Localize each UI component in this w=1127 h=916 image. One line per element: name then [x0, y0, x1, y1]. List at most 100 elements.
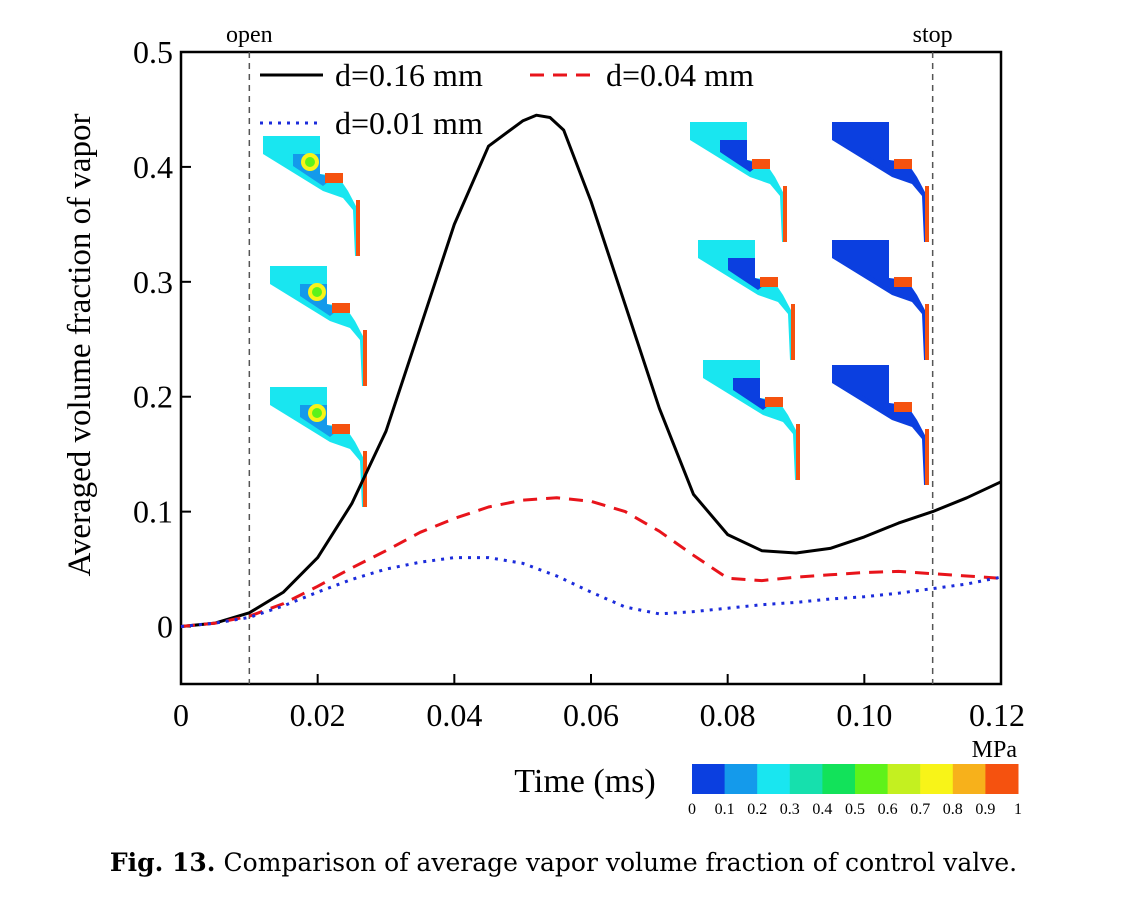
inset-body — [270, 387, 366, 507]
inset-seat — [894, 402, 912, 412]
inset-contour-snapshot — [832, 365, 929, 485]
inset-body — [263, 136, 359, 256]
colorbar-tick-label: 0.8 — [943, 801, 963, 818]
event-markers: open stop — [226, 22, 953, 684]
colorbar-swatch — [789, 764, 823, 794]
event-marker-label: stop — [913, 22, 953, 48]
data-series — [180, 113, 1002, 628]
colorbar-swatch — [887, 764, 921, 794]
inset-seat — [332, 303, 350, 313]
colorbar-tick-label: 0.4 — [812, 801, 832, 818]
inset-contour-snapshot — [832, 122, 929, 242]
inset-hotspot-core — [312, 287, 322, 297]
inset-region — [862, 383, 902, 415]
inset-hotspot-core — [305, 157, 315, 167]
inset-body — [832, 240, 928, 360]
inset-stem — [925, 429, 929, 485]
series-line-2 — [180, 496, 1002, 628]
colorbar-unit: MPa — [972, 737, 1018, 763]
x-tick-label: 0.04 — [426, 697, 482, 733]
inset-contour-snapshot — [832, 240, 929, 360]
inset-seat — [325, 173, 343, 183]
x-tick-label: 0.10 — [836, 697, 892, 733]
inset-body — [690, 122, 786, 242]
legend: d=0.16 mm d=0.04 mm d=0.01 mm — [260, 57, 754, 141]
inset-contour-snapshot — [263, 136, 360, 256]
x-tick-label: 0.12 — [969, 697, 1025, 733]
y-tick-label: 0.5 — [133, 34, 173, 70]
inset-stem — [363, 330, 367, 386]
inset-stem — [925, 304, 929, 360]
y-tick-label: 0.4 — [133, 149, 173, 185]
y-tick-label: 0.2 — [133, 379, 173, 415]
inset-contour-snapshot — [698, 240, 795, 360]
inset-stem — [791, 304, 795, 360]
inset-contour-snapshot — [690, 122, 787, 242]
inset-seat — [765, 397, 783, 407]
inset-seat — [332, 424, 350, 434]
x-axis-ticks: 0 0.02 0.04 0.06 0.08 0.10 0.12 — [173, 674, 1025, 733]
pressure-colorbar: MPa 0 0.1 0.2 0.3 0.4 0.5 0.6 0.7 0.8 0.9 1 — [688, 737, 1022, 818]
legend-label-series-3: d=0.01 mm — [335, 105, 483, 141]
inset-stem — [925, 186, 929, 242]
y-axis-label: Averaged volume fraction of vapor — [62, 113, 98, 576]
inset-region — [862, 140, 902, 172]
figure-caption: Fig. 13. Comparison of average vapor volu… — [0, 848, 1127, 877]
colorbar-swatch — [855, 764, 889, 794]
colorbar-tick-label: 0.1 — [715, 801, 735, 818]
caption-label: Fig. 13. — [109, 848, 216, 877]
inset-region — [728, 258, 768, 290]
x-tick-label: 0 — [173, 697, 189, 733]
inset-stem — [783, 186, 787, 242]
colorbar-swatch — [920, 764, 954, 794]
inset-seat — [894, 277, 912, 287]
legend-label-series-1: d=0.16 mm — [335, 57, 483, 93]
inset-hotspot-core — [312, 408, 322, 418]
y-tick-label: 0.1 — [133, 494, 173, 530]
x-tick-label: 0.06 — [563, 697, 619, 733]
x-axis-label: Time (ms) — [514, 763, 655, 800]
inset-stem — [796, 424, 800, 480]
inset-body — [832, 365, 928, 485]
colorbar-tick-label: 0 — [688, 801, 696, 818]
colorbar-swatch — [757, 764, 791, 794]
inset-body — [270, 266, 366, 386]
colorbar-tick-label: 1 — [1014, 801, 1022, 818]
colorbar-tick-label: 0.7 — [910, 801, 930, 818]
colorbar-swatch — [952, 764, 986, 794]
inset-stem — [356, 200, 360, 256]
y-tick-label: 0 — [157, 609, 173, 645]
colorbar-tick-label: 0.3 — [780, 801, 800, 818]
colorbar-swatch — [822, 764, 856, 794]
inset-body — [703, 360, 799, 480]
inset-region — [720, 140, 760, 172]
caption-text: Comparison of average vapor volume fract… — [223, 848, 1018, 877]
y-tick-label: 0.3 — [133, 264, 173, 300]
colorbar-swatch — [692, 764, 726, 794]
legend-label-series-2: d=0.04 mm — [606, 57, 754, 93]
inset-contours — [263, 122, 929, 507]
inset-seat — [760, 277, 778, 287]
x-tick-label: 0.02 — [290, 697, 346, 733]
colorbar-swatch — [985, 764, 1019, 794]
inset-region — [862, 258, 902, 290]
series-line-1 — [180, 113, 1002, 628]
colorbar-swatch — [724, 764, 758, 794]
inset-contour-snapshot — [703, 360, 800, 480]
series-line-3 — [180, 556, 1002, 628]
inset-contour-snapshot — [270, 266, 367, 386]
y-axis-ticks: 0 0.1 0.2 0.3 0.4 0.5 — [133, 34, 191, 645]
inset-body — [832, 122, 928, 242]
inset-seat — [752, 159, 770, 169]
inset-contour-snapshot — [270, 387, 367, 507]
event-marker-label: open — [226, 22, 273, 48]
x-tick-label: 0.08 — [700, 697, 756, 733]
inset-region — [733, 378, 773, 410]
inset-body — [698, 240, 794, 360]
colorbar-tick-label: 0.9 — [975, 801, 995, 818]
colorbar-tick-label: 0.2 — [747, 801, 767, 818]
colorbar-tick-label: 0.6 — [878, 801, 898, 818]
colorbar-tick-label: 0.5 — [845, 801, 865, 818]
inset-seat — [894, 159, 912, 169]
